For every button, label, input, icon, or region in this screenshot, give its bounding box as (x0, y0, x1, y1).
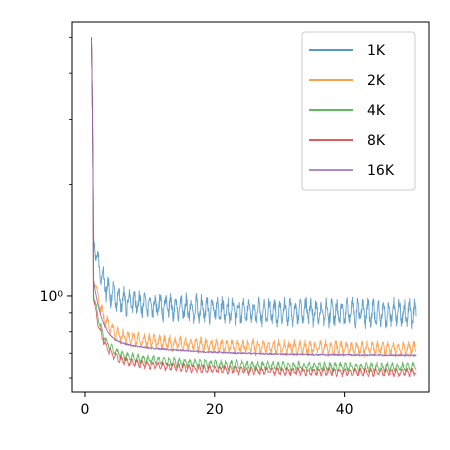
legend-label-4k: 4K (367, 103, 386, 119)
x-tick-label-1: 20 (206, 402, 224, 418)
legend-frame (302, 32, 415, 190)
legend-label-2k: 2K (367, 73, 386, 89)
x-tick-label-2: 40 (336, 402, 354, 418)
y-tick-label-0: 10⁰ (40, 289, 64, 305)
legend-label-1k: 1K (367, 43, 386, 59)
legend: 1K 2K 4K 8K 16K (302, 32, 415, 190)
legend-label-8k: 8K (367, 133, 386, 149)
legend-label-16k: 16K (367, 163, 395, 179)
x-tick-label-0: 0 (81, 402, 90, 418)
